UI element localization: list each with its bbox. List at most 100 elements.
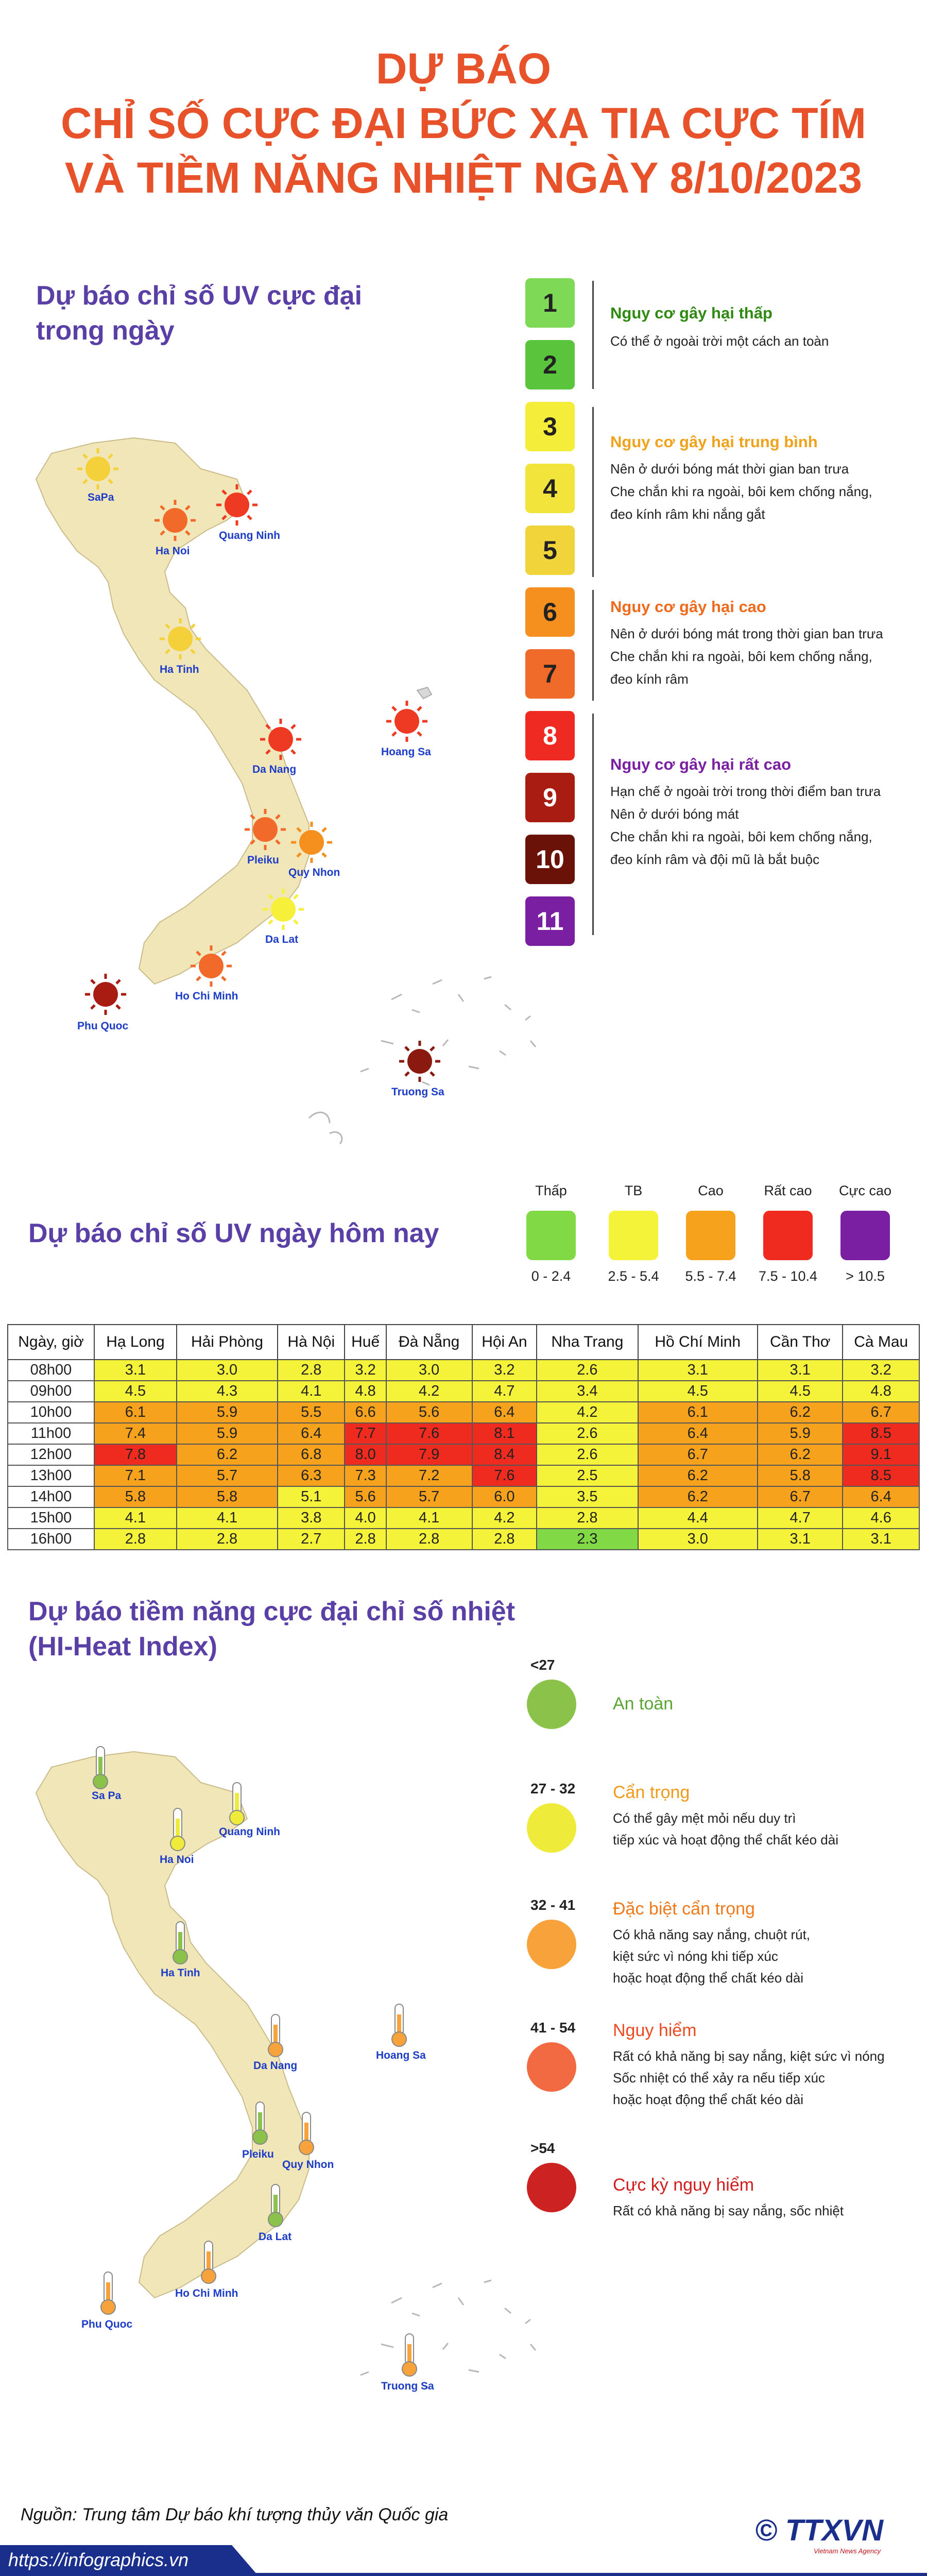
hi-range-safe: <27 bbox=[530, 1657, 555, 1673]
legend-low-name: Thấp bbox=[535, 1183, 567, 1198]
uv-city-truong-sa: Truong Sa bbox=[391, 1086, 444, 1098]
uv-city-pleiku: Pleiku bbox=[247, 854, 279, 866]
table-cell: 5.9 bbox=[176, 1401, 279, 1423]
table-cell: 3.2 bbox=[842, 1359, 920, 1381]
table-row-time: 08h00 bbox=[7, 1359, 95, 1381]
sun-pleiku bbox=[245, 809, 286, 850]
table-col-header: Hồ Chí Minh bbox=[637, 1324, 758, 1360]
hi-city-da-lat: Da Lat bbox=[259, 2231, 291, 2243]
table-row: 13h00 7.1 5.7 6.3 7.3 7.2 7.6 2.5 6.2 5.8 8.5 bbox=[7, 1465, 920, 1487]
table-cell: 4.2 bbox=[536, 1401, 639, 1423]
table-cell: 2.8 bbox=[176, 1528, 279, 1550]
table-cell: 2.7 bbox=[277, 1528, 346, 1550]
risk-very-high-desc-line: Nên ở dưới bóng mát bbox=[610, 806, 739, 822]
hi-city-sa-pa: Sa Pa bbox=[92, 1790, 122, 1802]
group-divider-3 bbox=[592, 590, 594, 701]
table-cell: 3.0 bbox=[637, 1528, 758, 1550]
legend-low-range: 0 - 2.4 bbox=[531, 1268, 571, 1284]
legend-very-high-swatch bbox=[763, 1211, 813, 1260]
hi-city-hoang-sa: Hoang Sa bbox=[376, 2049, 426, 2061]
thermometer-phu-quoc bbox=[100, 2272, 116, 2315]
uv-level-8: 8 bbox=[525, 711, 575, 760]
table-cell: 8.0 bbox=[344, 1444, 387, 1466]
table-cell: 6.4 bbox=[842, 1486, 920, 1508]
table-row-time: 14h00 bbox=[7, 1486, 95, 1508]
table-cell: 4.5 bbox=[757, 1380, 844, 1402]
table-col-header: Hà Nội bbox=[277, 1324, 346, 1360]
table-cell: 6.4 bbox=[471, 1401, 538, 1423]
thermometer-ha-noi bbox=[170, 1808, 185, 1851]
hi-city-ho-chi-minh: Ho Chi Minh bbox=[175, 2287, 238, 2299]
table-cell: 4.3 bbox=[176, 1380, 279, 1402]
hi-desc-extreme-caution: Có khả năng say nắng, chuột rút, kiệt sứ… bbox=[613, 1924, 922, 1989]
legend-very-high-range: 7.5 - 10.4 bbox=[758, 1268, 818, 1284]
table-cell: 6.4 bbox=[637, 1422, 758, 1445]
table-cell: 4.5 bbox=[94, 1380, 177, 1402]
table-cell: 4.0 bbox=[344, 1507, 387, 1529]
hi-city-ha-tinh: Ha Tinh bbox=[161, 1967, 200, 1979]
hi-range-danger: 41 - 54 bbox=[530, 2020, 576, 2036]
table-cell: 6.4 bbox=[277, 1422, 346, 1445]
thermometer-ho-chi-minh bbox=[201, 2241, 216, 2284]
uv-map-heading: Dự báo chỉ số UV cực đại trong ngày bbox=[36, 278, 362, 348]
hi-city-ha-noi: Ha Noi bbox=[160, 1854, 194, 1866]
risk-high-desc-line: đeo kính râm bbox=[610, 671, 689, 687]
sun-hoang-sa bbox=[386, 701, 427, 742]
legend-moderate-swatch bbox=[609, 1211, 658, 1260]
infographics-link[interactable]: https://infographics.vn bbox=[0, 2545, 258, 2575]
table-cell: 4.7 bbox=[471, 1380, 538, 1402]
uv-city-sapa: SaPa bbox=[88, 492, 114, 503]
uv-level-5: 5 bbox=[525, 526, 575, 575]
hi-desc-line: hoặc hoạt động thể chất kéo dài bbox=[613, 1970, 804, 1986]
title-line-1: DỰ BÁO bbox=[375, 44, 552, 93]
table-row-time: 12h00 bbox=[7, 1444, 95, 1466]
hi-dot-extreme-danger bbox=[527, 2163, 576, 2212]
hi-city-quy-nhon: Quy Nhon bbox=[282, 2159, 334, 2171]
hi-desc-caution: Có thể gây mệt mỏi nếu duy trì tiếp xúc … bbox=[613, 1807, 922, 1851]
risk-high-desc-line: Nên ở dưới bóng mát trong thời gian ban … bbox=[610, 626, 883, 641]
uv-city-hoang-sa: Hoang Sa bbox=[381, 746, 431, 758]
uv-level-2: 2 bbox=[525, 340, 575, 389]
table-cell: 6.0 bbox=[471, 1486, 538, 1508]
table-cell: 4.1 bbox=[176, 1507, 279, 1529]
table-cell: 6.7 bbox=[637, 1444, 758, 1466]
hi-dot-extreme-caution bbox=[527, 1920, 576, 1969]
thermometer-quy-nhon bbox=[299, 2112, 314, 2155]
hi-heading-line-2: (HI-Heat Index) bbox=[28, 1632, 217, 1662]
legend-moderate-range: 2.5 - 5.4 bbox=[608, 1268, 659, 1284]
table-cell: 6.2 bbox=[757, 1401, 844, 1423]
uv-level-9: 9 bbox=[525, 773, 575, 822]
table-cell: 8.5 bbox=[842, 1465, 920, 1487]
sun-ho-chi-minh bbox=[191, 945, 232, 987]
risk-very-high-desc: Hạn chế ở ngoài trời trong thời điểm ban… bbox=[610, 780, 919, 871]
table-cell: 7.8 bbox=[94, 1444, 177, 1466]
group-divider-2 bbox=[592, 407, 594, 577]
table-row: 09h00 4.5 4.3 4.1 4.8 4.2 4.7 3.4 4.5 4.5 4.8 bbox=[7, 1380, 920, 1402]
ttxvn-logo: © TTXVN bbox=[755, 2514, 883, 2547]
hi-desc-extreme-danger: Rất có khả năng bị say nắng, sốc nhiệt bbox=[613, 2200, 922, 2222]
table-cell: 3.4 bbox=[536, 1380, 639, 1402]
table-cell: 7.3 bbox=[344, 1465, 387, 1487]
table-row: 16h00 2.8 2.8 2.7 2.8 2.8 2.8 2.3 3.0 3.1 3.1 bbox=[7, 1528, 920, 1550]
table-row: 08h00 3.1 3.0 2.8 3.2 3.0 3.2 2.6 3.1 3.1 3.2 bbox=[7, 1359, 920, 1381]
table-row: 10h00 6.1 5.9 5.5 6.6 5.6 6.4 4.2 6.1 6.2 6.7 bbox=[7, 1401, 920, 1423]
table-corner-header: Ngày, giờ bbox=[7, 1324, 95, 1360]
legend-low-swatch bbox=[526, 1211, 576, 1260]
risk-moderate-desc: Nên ở dưới bóng mát thời gian ban trưa C… bbox=[610, 457, 919, 526]
table-cell: 3.5 bbox=[536, 1486, 639, 1508]
hi-desc-danger: Rất có khả năng bị say nắng, kiệt sức vì… bbox=[613, 2045, 922, 2110]
table-cell: 5.9 bbox=[176, 1422, 279, 1445]
hi-city-da-nang: Da Nang bbox=[253, 2060, 297, 2072]
table-row: 15h00 4.1 4.1 3.8 4.0 4.1 4.2 2.8 4.4 4.7 4.6 bbox=[7, 1507, 920, 1529]
table-cell: 8.5 bbox=[842, 1422, 920, 1445]
table-col-header: Cần Thơ bbox=[757, 1324, 844, 1360]
table-cell: 3.0 bbox=[176, 1359, 279, 1381]
table-row-time: 11h00 bbox=[7, 1422, 95, 1445]
hoang-sa-island bbox=[416, 686, 433, 700]
table-cell: 7.9 bbox=[385, 1444, 473, 1466]
uv-map: SaPa Quang Ninh Ha Noi Ha Tinh Hoang Sa … bbox=[35, 437, 537, 1145]
risk-moderate-desc-line: đeo kính râm khi nắng gắt bbox=[610, 506, 765, 522]
thermometer-da-nang bbox=[268, 2014, 283, 2057]
hi-desc-line: Rất có khả năng bị say nắng, kiệt sức vì… bbox=[613, 2048, 885, 2064]
hi-head-safe: An toàn bbox=[613, 1694, 674, 1714]
